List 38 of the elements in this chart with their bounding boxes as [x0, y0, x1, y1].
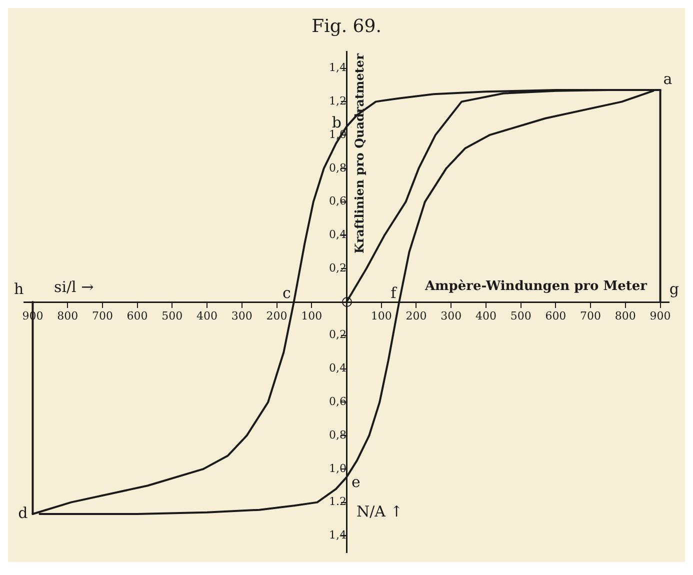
y-tick-label: 1,2 [329, 94, 346, 108]
x-tick-label: 900 [650, 309, 671, 322]
y-tick-label: 1,4 [329, 528, 346, 542]
x-tick-label: 700 [580, 309, 602, 322]
annotation: c [282, 284, 291, 302]
annotation: si/l → [54, 278, 94, 296]
annotation: d [18, 504, 28, 522]
x-tick-label: 500 [510, 309, 532, 322]
x-tick-label: 400 [196, 309, 218, 322]
y-axis-title: Kraftlinien pro Quadratmeter [352, 52, 367, 254]
y-tick-label: 0,8 [329, 161, 346, 174]
y-tick-label: 1.2 [329, 495, 346, 508]
x-tick-label: 100 [370, 309, 392, 322]
y-tick-label: 0,2 [329, 328, 346, 342]
x-tick-label: 500 [162, 309, 183, 322]
x-tick-label: 200 [266, 309, 288, 322]
y-tick-label: 0,6 [329, 395, 346, 408]
x-tick-label: 800 [57, 309, 78, 322]
x-tick-label: 600 [545, 309, 566, 322]
text: g [669, 280, 680, 298]
annotation: e [352, 473, 360, 492]
x-axis-title: Ampère-Windungen pro Meter [424, 278, 648, 294]
annotation: f [390, 284, 398, 302]
x-tick-label: 100 [301, 309, 322, 322]
x-tick-label: 300 [231, 309, 252, 322]
chart-title: Fig. 69. [310, 15, 382, 39]
annotation: a [663, 70, 672, 88]
y-tick-label: 0,2 [329, 261, 346, 274]
x-tick-label: 400 [475, 309, 496, 322]
x-tick-label: 600 [126, 309, 148, 322]
x-tick-label: 200 [406, 309, 427, 322]
y-tick-label: 0,4 [329, 228, 346, 242]
x-tick-label: 300 [440, 309, 462, 322]
x-tick-label: 800 [614, 309, 636, 322]
y-tick-label: 0,8 [329, 428, 346, 442]
x-tick-label: 700 [92, 309, 113, 322]
text: h [14, 280, 24, 298]
annotation: N/A ↑ [356, 502, 403, 520]
